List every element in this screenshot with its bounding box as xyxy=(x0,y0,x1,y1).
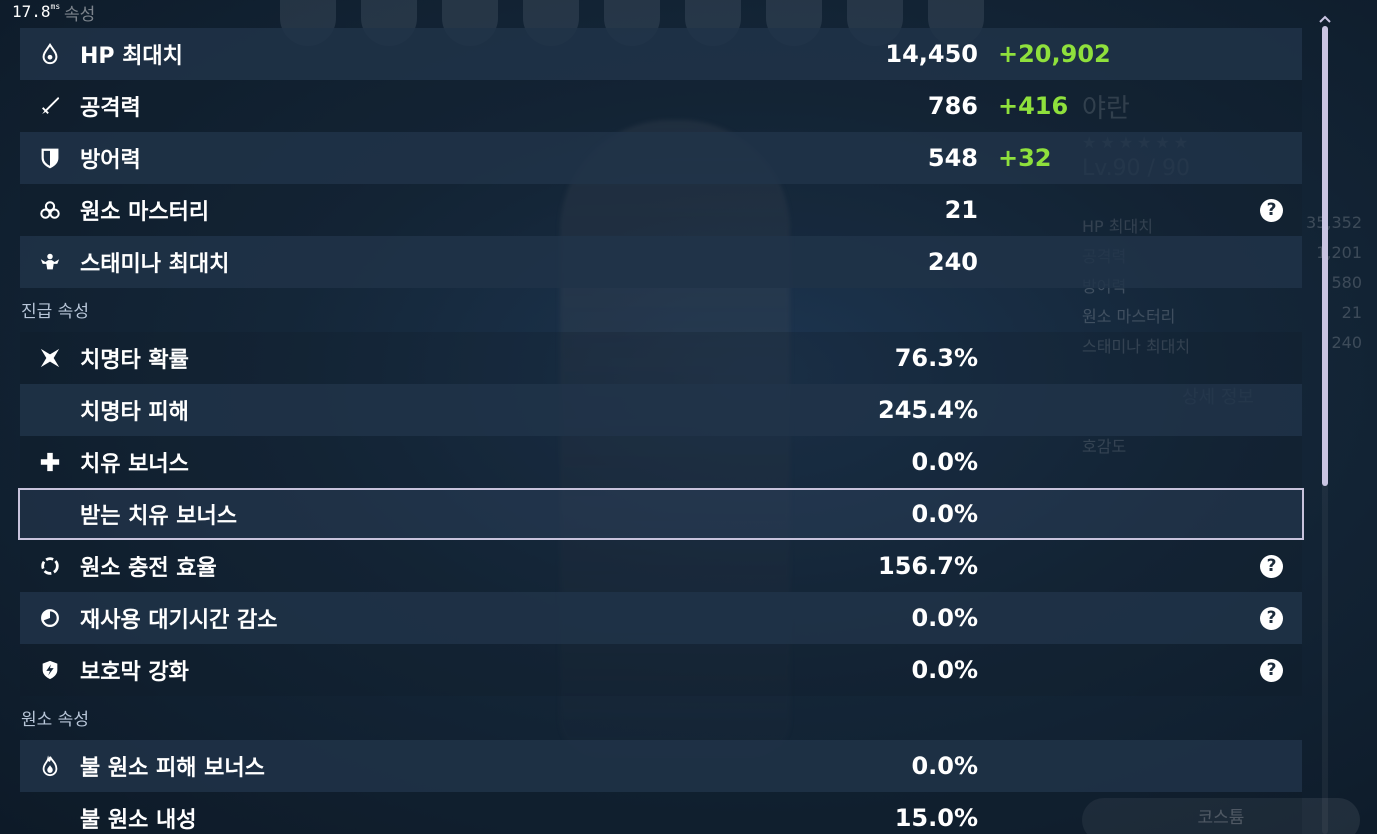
stat-row-elemental-mastery[interactable]: 원소 마스터리 21 ? xyxy=(20,184,1302,236)
stat-bonus: +32 xyxy=(998,144,1052,172)
stat-row-cooldown-reduction[interactable]: 재사용 대기시간 감소 0.0% ? xyxy=(20,592,1302,644)
stat-label: 불 원소 피해 보너스 xyxy=(80,756,265,781)
stat-label: 치명타 확률 xyxy=(80,348,189,373)
shield-bolt-icon xyxy=(20,644,80,696)
stat-label: 공격력 xyxy=(80,96,141,121)
stat-label: 받는 치유 보너스 xyxy=(80,504,237,529)
stat-value: 15.0% xyxy=(894,804,978,832)
stat-row-pyro-res[interactable]: 불 원소 내성 15.0% xyxy=(20,792,1302,834)
stat-value: 245.4% xyxy=(878,396,978,424)
stat-label: 방어력 xyxy=(80,148,141,173)
shield-icon xyxy=(20,132,80,184)
stat-row-incoming-healing[interactable]: 받는 치유 보너스 0.0% xyxy=(18,488,1304,540)
stat-value: 21 xyxy=(944,196,978,224)
stat-value: 76.3% xyxy=(894,344,978,372)
stat-value: 0.0% xyxy=(911,656,978,684)
stat-value: 786 xyxy=(927,92,978,120)
plus-cross-icon xyxy=(20,436,80,488)
scroll-up-chevron-icon[interactable] xyxy=(1319,14,1331,24)
stat-row-hp[interactable]: HP 최대치 14,450 +20,902 xyxy=(20,28,1302,80)
sword-icon xyxy=(20,80,80,132)
stamina-icon xyxy=(20,236,80,288)
help-icon[interactable]: ? xyxy=(1260,658,1283,682)
water-drop-icon xyxy=(20,28,80,80)
stat-value: 14,450 xyxy=(885,40,978,68)
stat-label: 스태미나 최대치 xyxy=(80,252,230,277)
elemental-section-title: 원소 속성 xyxy=(21,710,89,730)
stat-label: 원소 마스터리 xyxy=(80,200,210,225)
stat-row-healing-bonus[interactable]: 치유 보너스 0.0% xyxy=(20,436,1302,488)
stat-value: 240 xyxy=(927,248,978,276)
stat-label: 치명타 피해 xyxy=(80,400,189,425)
element-trefoil-icon xyxy=(20,184,80,236)
help-icon[interactable]: ? xyxy=(1260,606,1283,630)
energy-recharge-icon xyxy=(20,540,80,592)
pyro-flame-icon xyxy=(20,740,80,792)
basic-section-title: 속성 xyxy=(64,5,96,25)
stat-row-pyro-dmg-bonus[interactable]: 불 원소 피해 보너스 0.0% xyxy=(20,740,1302,792)
scrollbar-thumb[interactable] xyxy=(1322,26,1328,486)
stat-label: 불 원소 내성 xyxy=(80,808,197,833)
stat-label: 치유 보너스 xyxy=(80,452,189,477)
stat-value: 0.0% xyxy=(911,448,978,476)
stat-row-crit-rate[interactable]: 치명타 확률 76.3% xyxy=(20,332,1302,384)
stat-row-def[interactable]: 방어력 548 +32 xyxy=(20,132,1302,184)
stat-label: 보호막 강화 xyxy=(80,660,189,685)
scrollbar[interactable] xyxy=(1322,26,1328,834)
advanced-section-title: 진급 속성 xyxy=(21,302,89,322)
stat-row-crit-dmg[interactable]: 치명타 피해 245.4% xyxy=(20,384,1302,436)
stat-bonus: +416 xyxy=(998,92,1069,120)
stat-row-shield-strength[interactable]: 보호막 강화 0.0% ? xyxy=(20,644,1302,696)
help-icon[interactable]: ? xyxy=(1260,198,1283,222)
help-icon[interactable]: ? xyxy=(1260,554,1283,578)
stat-value: 0.0% xyxy=(911,500,978,528)
stat-value: 0.0% xyxy=(911,752,978,780)
stat-label: 원소 충전 효율 xyxy=(80,556,217,581)
stat-row-atk[interactable]: 공격력 786 +416 xyxy=(20,80,1302,132)
attribute-list[interactable]: HP 최대치 14,450 +20,902 공격력 786 +416 방어력 5… xyxy=(18,28,1304,834)
stat-label: 재사용 대기시간 감소 xyxy=(80,608,278,633)
stat-value: 548 xyxy=(927,144,978,172)
stat-row-energy-recharge[interactable]: 원소 충전 효율 156.7% ? xyxy=(20,540,1302,592)
crit-star-icon xyxy=(20,332,80,384)
cooldown-icon xyxy=(20,592,80,644)
stat-label: HP 최대치 xyxy=(80,44,183,69)
stat-bonus: +20,902 xyxy=(998,40,1111,68)
stat-value: 156.7% xyxy=(878,552,978,580)
stat-row-stamina[interactable]: 스태미나 최대치 240 xyxy=(20,236,1302,288)
stat-value: 0.0% xyxy=(911,604,978,632)
frame-time-indicator: 17.8ms xyxy=(12,2,61,21)
